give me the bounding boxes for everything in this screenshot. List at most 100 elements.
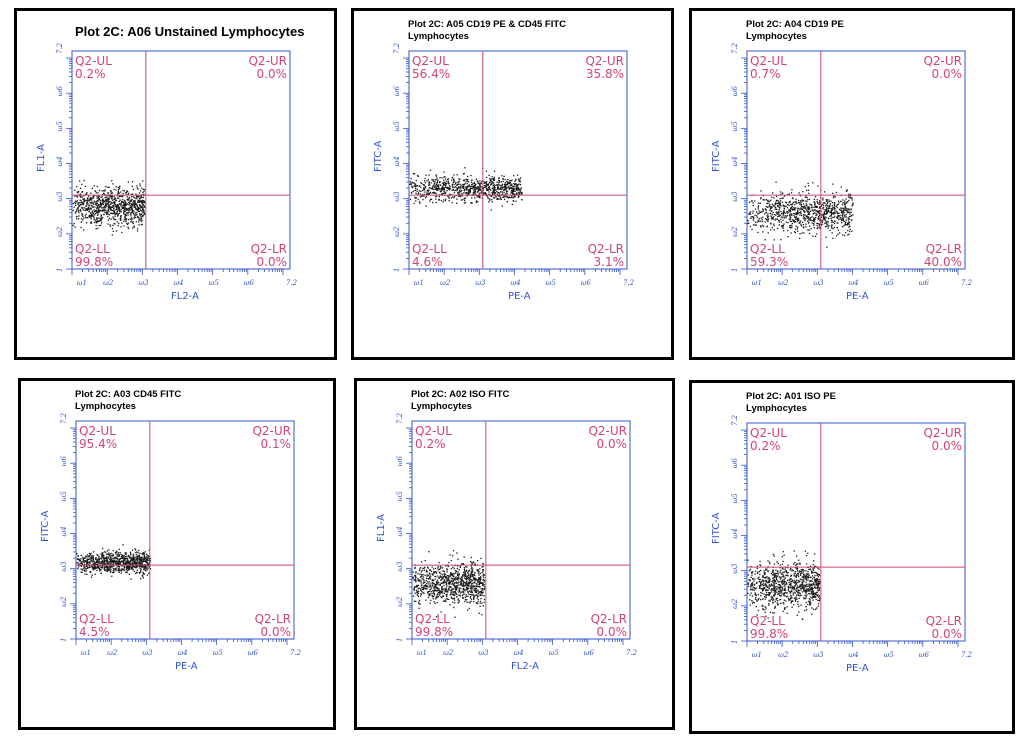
data-point: [96, 200, 98, 202]
data-point: [774, 219, 776, 221]
data-point: [85, 213, 87, 215]
data-point: [803, 218, 806, 220]
data-point: [466, 582, 468, 585]
data-point: [130, 219, 133, 221]
data-point: [112, 565, 114, 567]
data-point: [85, 560, 88, 562]
data-point: [462, 185, 464, 188]
data-point: [845, 210, 847, 212]
data-point: [851, 197, 853, 199]
data-point: [452, 575, 455, 577]
data-point: [845, 232, 847, 234]
data-point: [96, 195, 98, 198]
data-point: [103, 561, 105, 563]
data-point: [510, 191, 512, 194]
data-point: [464, 202, 467, 204]
data-point: [789, 213, 791, 216]
data-point: [802, 208, 804, 211]
data-point: [104, 190, 106, 192]
data-point: [86, 565, 88, 568]
data-point: [128, 197, 130, 200]
data-point: [767, 213, 769, 215]
data-point: [476, 594, 478, 596]
data-point: [458, 186, 460, 188]
data-point: [104, 551, 106, 553]
data-point: [85, 570, 87, 572]
data-point: [434, 602, 436, 604]
data-point: [504, 185, 506, 187]
data-point: [816, 225, 818, 227]
data-point: [455, 185, 457, 188]
data-point: [76, 209, 78, 211]
data-point: [133, 562, 136, 564]
data-point: [132, 562, 134, 564]
data-point: [766, 219, 768, 221]
data-point: [455, 181, 457, 183]
data-point: [445, 183, 447, 185]
data-point: [844, 205, 846, 208]
data-point: [136, 201, 139, 204]
data-point: [460, 199, 463, 201]
data-point: [125, 556, 127, 558]
data-point: [104, 205, 107, 207]
data-point: [123, 207, 125, 209]
data-point: [424, 182, 426, 184]
data-point: [465, 574, 467, 576]
data-point: [127, 558, 129, 560]
data-point: [504, 183, 506, 185]
data-point: [443, 176, 445, 178]
data-point: [101, 562, 103, 564]
data-point: [491, 192, 493, 194]
data-point: [107, 208, 110, 210]
data-point: [144, 213, 146, 215]
data-point: [125, 202, 127, 204]
y-tick-label: ω3: [731, 191, 739, 202]
data-point: [85, 205, 87, 207]
data-point: [834, 212, 836, 214]
data-point: [494, 187, 496, 189]
data-point: [766, 216, 769, 218]
data-point: [140, 215, 142, 218]
data-point: [442, 201, 444, 203]
x-tick-label: ω5: [549, 649, 560, 657]
data-point: [816, 222, 818, 225]
data-point: [816, 199, 818, 201]
data-point: [834, 215, 836, 217]
data-point: [135, 567, 137, 569]
data-point: [474, 186, 476, 189]
data-point: [90, 571, 92, 573]
data-point: [130, 557, 132, 559]
data-point: [457, 582, 459, 584]
data-point: [477, 589, 479, 591]
data-point: [511, 196, 513, 198]
data-point: [106, 196, 108, 198]
data-point: [462, 591, 464, 593]
data-point: [129, 568, 131, 570]
data-point: [126, 566, 128, 569]
data-point: [505, 183, 508, 186]
data-point: [433, 571, 435, 573]
data-point: [483, 586, 486, 588]
data-point: [413, 588, 415, 590]
data-point: [124, 562, 126, 564]
data-point: [83, 567, 85, 569]
data-point: [480, 557, 482, 560]
data-point: [468, 189, 470, 191]
data-point: [492, 178, 495, 180]
data-point: [829, 204, 831, 207]
data-point: [806, 215, 808, 217]
data-point: [485, 170, 488, 172]
data-point: [483, 192, 486, 195]
data-point: [829, 229, 831, 232]
data-point: [808, 229, 810, 231]
data-point: [141, 216, 144, 218]
data-point: [116, 557, 119, 560]
data-point: [467, 185, 469, 187]
data-point: [435, 198, 437, 200]
data-point: [457, 187, 460, 189]
data-point: [468, 570, 470, 572]
data-point: [793, 215, 795, 217]
data-point: [82, 556, 84, 558]
data-point: [97, 209, 100, 212]
data-point: [126, 198, 128, 201]
